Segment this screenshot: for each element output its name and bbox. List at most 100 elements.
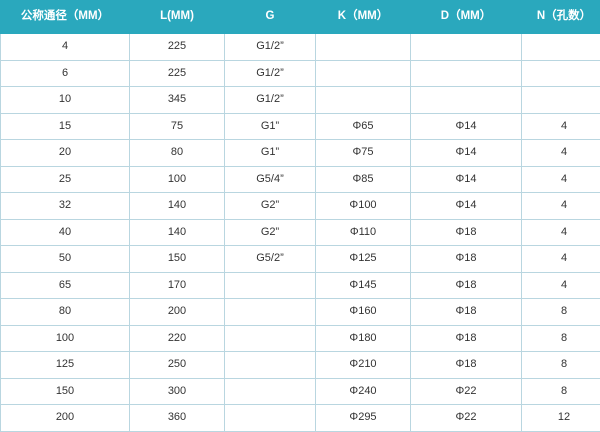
cell-nominal-diameter: 32 — [1, 193, 130, 220]
cell-n: 8 — [522, 378, 600, 405]
table-row: 80 200 Φ160 Φ18 8 — [1, 299, 600, 326]
cell-n: 12 — [522, 405, 600, 432]
cell-g — [225, 352, 316, 379]
cell-n: 4 — [522, 140, 600, 167]
cell-l: 225 — [130, 34, 225, 61]
cell-k: Φ75 — [316, 140, 411, 167]
cell-k — [316, 87, 411, 114]
table-row: 65 170 Φ145 Φ18 4 — [1, 272, 600, 299]
cell-k: Φ160 — [316, 299, 411, 326]
cell-nominal-diameter: 125 — [1, 352, 130, 379]
cell-g: G1/2” — [225, 34, 316, 61]
cell-k: Φ100 — [316, 193, 411, 220]
cell-d: Φ14 — [411, 140, 522, 167]
table-row: 20 80 G1” Φ75 Φ14 4 — [1, 140, 600, 167]
cell-n: 8 — [522, 299, 600, 326]
cell-l: 360 — [130, 405, 225, 432]
cell-n: 4 — [522, 246, 600, 273]
cell-k — [316, 34, 411, 61]
table-row: 6 225 G1/2” — [1, 60, 600, 87]
cell-l: 150 — [130, 246, 225, 273]
cell-n: 4 — [522, 272, 600, 299]
cell-g: G2” — [225, 193, 316, 220]
cell-l: 75 — [130, 113, 225, 140]
cell-g: G5/4” — [225, 166, 316, 193]
cell-l: 100 — [130, 166, 225, 193]
cell-g: G1/2” — [225, 60, 316, 87]
cell-d: Φ18 — [411, 352, 522, 379]
cell-d — [411, 87, 522, 114]
cell-l: 140 — [130, 219, 225, 246]
cell-d: Φ22 — [411, 405, 522, 432]
cell-n — [522, 34, 600, 61]
cell-d: Φ14 — [411, 113, 522, 140]
cell-g — [225, 378, 316, 405]
cell-nominal-diameter: 200 — [1, 405, 130, 432]
table-row: 32 140 G2” Φ100 Φ14 4 — [1, 193, 600, 220]
cell-d: Φ14 — [411, 193, 522, 220]
cell-l: 80 — [130, 140, 225, 167]
cell-nominal-diameter: 50 — [1, 246, 130, 273]
cell-l: 140 — [130, 193, 225, 220]
cell-n: 8 — [522, 352, 600, 379]
table-row: 125 250 Φ210 Φ18 8 — [1, 352, 600, 379]
cell-k: Φ240 — [316, 378, 411, 405]
cell-d — [411, 60, 522, 87]
cell-l: 200 — [130, 299, 225, 326]
cell-n: 4 — [522, 193, 600, 220]
table-row: 100 220 Φ180 Φ18 8 — [1, 325, 600, 352]
cell-k: Φ85 — [316, 166, 411, 193]
cell-nominal-diameter: 15 — [1, 113, 130, 140]
column-header-l: L(MM) — [130, 1, 225, 34]
cell-d: Φ18 — [411, 246, 522, 273]
cell-nominal-diameter: 150 — [1, 378, 130, 405]
cell-d: Φ18 — [411, 219, 522, 246]
cell-nominal-diameter: 6 — [1, 60, 130, 87]
cell-g: G5/2” — [225, 246, 316, 273]
cell-k: Φ180 — [316, 325, 411, 352]
cell-g — [225, 405, 316, 432]
cell-l: 345 — [130, 87, 225, 114]
cell-g: G1” — [225, 140, 316, 167]
cell-d: Φ22 — [411, 378, 522, 405]
table-header: 公称通径（MM） L(MM) G K（MM） D（MM） N（孔数） — [1, 1, 600, 34]
cell-nominal-diameter: 25 — [1, 166, 130, 193]
table-row: 15 75 G1” Φ65 Φ14 4 — [1, 113, 600, 140]
cell-nominal-diameter: 4 — [1, 34, 130, 61]
table-body: 4 225 G1/2” 6 225 G1/2” 10 345 G1/2” 15 … — [1, 34, 600, 432]
cell-n: 4 — [522, 219, 600, 246]
cell-n: 8 — [522, 325, 600, 352]
cell-g — [225, 299, 316, 326]
cell-d: Φ18 — [411, 325, 522, 352]
table-row: 25 100 G5/4” Φ85 Φ14 4 — [1, 166, 600, 193]
cell-k: Φ210 — [316, 352, 411, 379]
cell-nominal-diameter: 20 — [1, 140, 130, 167]
cell-k: Φ145 — [316, 272, 411, 299]
cell-d — [411, 34, 522, 61]
cell-g — [225, 272, 316, 299]
cell-g: G2” — [225, 219, 316, 246]
cell-l: 225 — [130, 60, 225, 87]
table-header-row: 公称通径（MM） L(MM) G K（MM） D（MM） N（孔数） — [1, 1, 600, 34]
cell-k: Φ295 — [316, 405, 411, 432]
cell-n — [522, 60, 600, 87]
column-header-g: G — [225, 1, 316, 34]
cell-d: Φ14 — [411, 166, 522, 193]
cell-n: 4 — [522, 166, 600, 193]
cell-l: 300 — [130, 378, 225, 405]
cell-nominal-diameter: 100 — [1, 325, 130, 352]
cell-n — [522, 87, 600, 114]
cell-n: 4 — [522, 113, 600, 140]
cell-k — [316, 60, 411, 87]
column-header-nominal-diameter: 公称通径（MM） — [1, 1, 130, 34]
cell-k: Φ125 — [316, 246, 411, 273]
cell-k: Φ65 — [316, 113, 411, 140]
column-header-d: D（MM） — [411, 1, 522, 34]
table-row: 50 150 G5/2” Φ125 Φ18 4 — [1, 246, 600, 273]
cell-d: Φ18 — [411, 272, 522, 299]
table-row: 10 345 G1/2” — [1, 87, 600, 114]
cell-g — [225, 325, 316, 352]
cell-nominal-diameter: 65 — [1, 272, 130, 299]
cell-l: 170 — [130, 272, 225, 299]
